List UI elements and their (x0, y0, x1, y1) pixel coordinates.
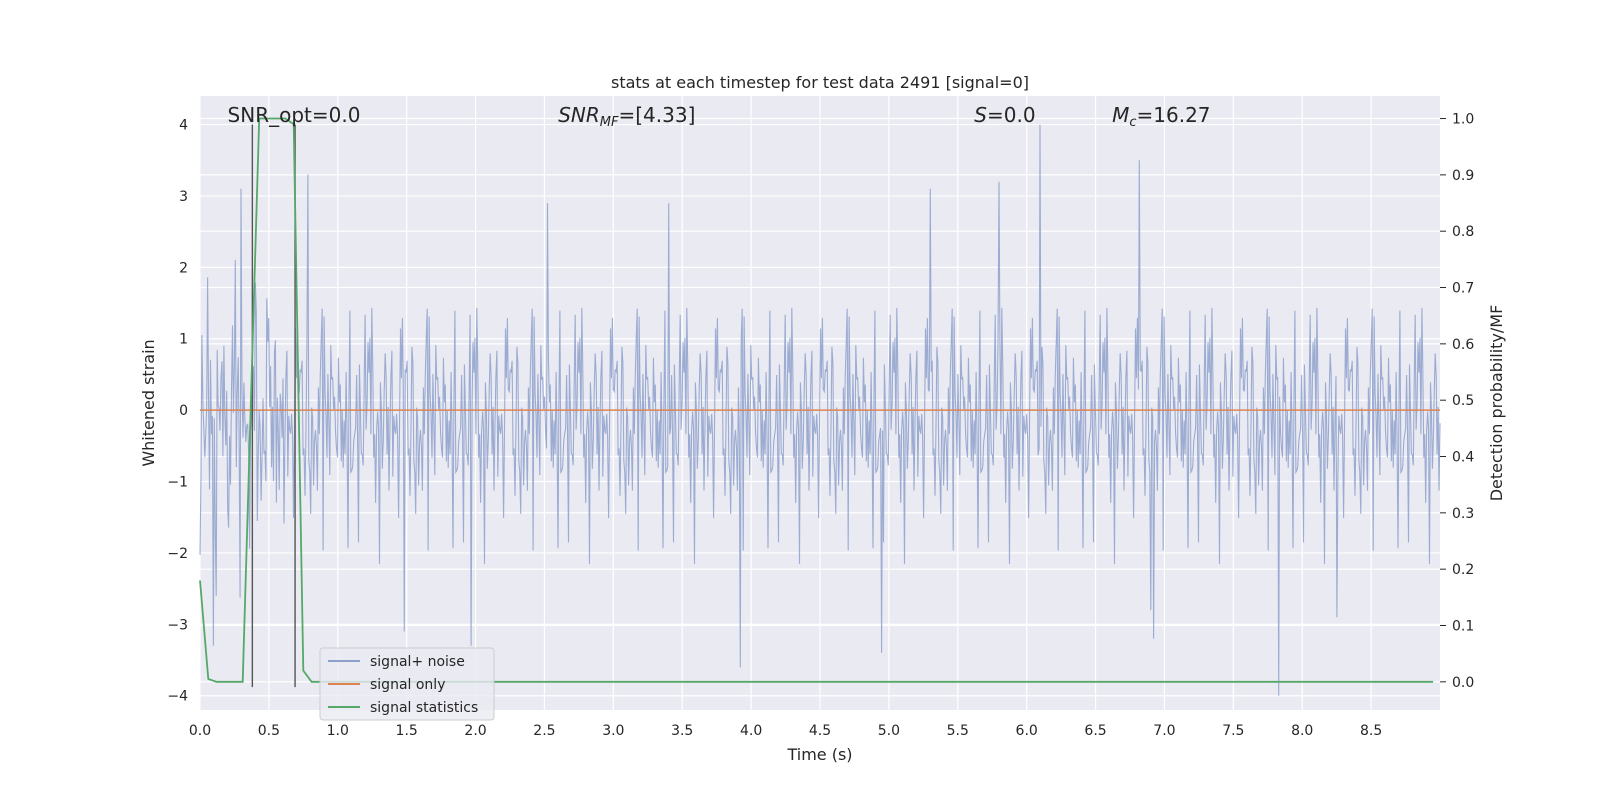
y-right-tick-label: 0.0 (1452, 675, 1474, 691)
annotation-mc: Mc=16.27 (1112, 103, 1210, 130)
y-axis-ticks: 4 3 2 1 0 −1 −2 −3 −4 (167, 118, 188, 705)
y-right-tick-label: 0.6 (1452, 337, 1474, 353)
legend-label-signal-only: signal only (370, 677, 445, 693)
y-tick-label: 3 (179, 189, 188, 205)
y-tick-label: −4 (167, 689, 188, 705)
chart-title: stats at each timestep for test data 249… (611, 73, 1029, 92)
x-tick-label: 6.0 (1016, 723, 1038, 739)
x-tick-label: 4.5 (809, 723, 831, 739)
legend-label-signal-noise: signal+ noise (370, 654, 465, 670)
y-tick-label: 2 (179, 260, 188, 276)
y-right-axis-label: Detection probability/MF (1487, 305, 1506, 502)
signal-statistics-series (199, 117, 1434, 683)
y-tick-label: −3 (167, 617, 188, 633)
legend: signal+ noise signal only signal statist… (319, 647, 495, 721)
annotation-snr_mf: SNRMF=[4.33] (558, 103, 695, 130)
x-tick-label: 2.5 (533, 723, 555, 739)
x-tick-label: 3.0 (602, 723, 624, 739)
signal-noise-line (199, 124, 1441, 696)
y-tick-label: 0 (179, 403, 188, 419)
x-tick-label: 4.0 (740, 723, 762, 739)
y-right-tick-label: 0.1 (1452, 619, 1474, 635)
y-right-tick-label: 0.8 (1452, 224, 1474, 240)
x-tick-label: 6.5 (1084, 723, 1106, 739)
x-tick-label: 7.5 (1222, 723, 1244, 739)
x-tick-label: 5.0 (878, 723, 900, 739)
y-tick-label: 4 (179, 118, 188, 134)
y-right-tick-label: 0.7 (1452, 281, 1474, 297)
signal-statistics-line (199, 117, 1434, 683)
annotation-snr_opt: SNR_opt=0.0 (228, 103, 361, 127)
y-right-tick-label: 0.3 (1452, 506, 1474, 522)
x-tick-label: 7.0 (1153, 723, 1175, 739)
y-tick-label: −1 (167, 475, 188, 491)
y-right-tick-label: 0.2 (1452, 562, 1474, 578)
y-right-axis-ticks: 1.0 0.9 0.8 0.7 0.6 0.5 0.4 0.3 0.2 0.1 0.0 (1440, 112, 1474, 691)
x-tick-label: 0.5 (258, 723, 280, 739)
legend-label-signal-statistics: signal statistics (370, 700, 478, 716)
y-axis-label: Whitened strain (139, 339, 158, 466)
annotations: SNR_opt=0.0 SNRMF=[4.33] S=0.0 Mc=16.27 (228, 103, 1211, 130)
y-tick-label: 1 (179, 332, 188, 348)
x-tick-label: 0.0 (189, 723, 211, 739)
y-right-tick-label: 1.0 (1452, 112, 1474, 128)
annotation-s: S=0.0 (974, 103, 1035, 127)
x-tick-label: 1.0 (327, 723, 349, 739)
y-right-tick-label: 0.9 (1452, 168, 1474, 184)
x-tick-label: 8.5 (1360, 723, 1382, 739)
x-tick-label: 1.5 (396, 723, 418, 739)
legend-box (319, 647, 495, 721)
x-axis-label: Time (s) (786, 745, 852, 764)
y-tick-label: −2 (167, 546, 188, 562)
x-tick-label: 5.5 (947, 723, 969, 739)
x-tick-label: 2.0 (464, 723, 486, 739)
x-tick-label: 8.0 (1291, 723, 1313, 739)
x-tick-label: 3.5 (671, 723, 693, 739)
y-right-tick-label: 0.4 (1452, 450, 1474, 466)
y-right-tick-label: 0.5 (1452, 393, 1474, 409)
x-axis-ticks: 0.0 0.5 1.0 1.5 2.0 2.5 3.0 3.5 4.0 4.5 5.0 5.5 6.0 6… (189, 723, 1382, 739)
signal-noise-series (199, 124, 1441, 696)
